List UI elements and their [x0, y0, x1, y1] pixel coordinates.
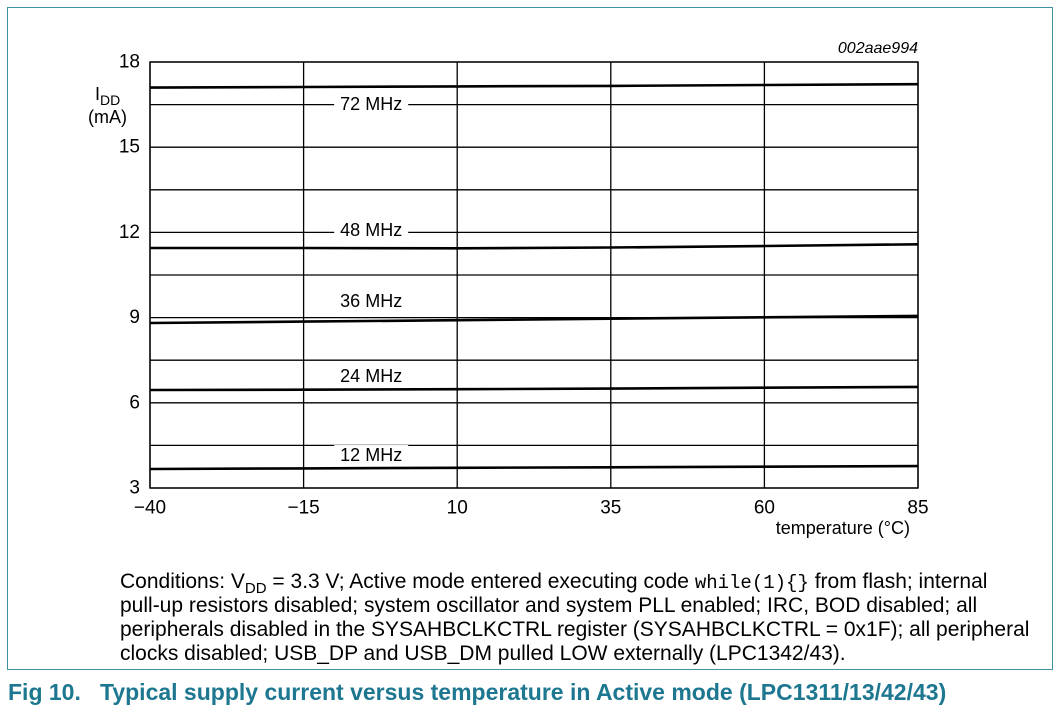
supply-current-chart: 002aae994 IDD (mA) temperature (°C) 3 6 9 1…	[88, 40, 929, 538]
figure-caption: Fig 10. Typical supply current versus tem…	[8, 678, 946, 706]
series-label-group: 12 MHz	[334, 445, 409, 466]
conditions-prefix: Conditions: V	[120, 570, 245, 593]
series-label-background	[334, 220, 409, 241]
y-tick-label: 12	[119, 222, 140, 243]
grid	[149, 61, 919, 489]
figure-number: Fig 10.	[8, 679, 81, 705]
vdd-subscript: DD	[244, 580, 267, 597]
series-lines	[149, 82, 919, 471]
series-label-group: 24 MHz	[334, 366, 409, 387]
y-tick-label: 15	[119, 137, 140, 158]
conditions-source-text: from flash; internal	[808, 570, 988, 593]
series-label-background	[334, 291, 409, 312]
series-label-72-mhz: 72 MHz	[340, 94, 402, 114]
y-tick-label: 3	[129, 478, 140, 499]
series-label-background	[334, 445, 409, 466]
conditions-line-1: Conditions: VDD = 3.3 V; Active mode ent…	[120, 570, 1029, 597]
figure-id: 002aae994	[838, 40, 918, 57]
figure-title: Typical supply current versus temperatur…	[100, 679, 947, 705]
y-tick-label: 6	[129, 392, 140, 413]
plot-frame	[149, 61, 919, 489]
series-line-36-mhz	[149, 314, 919, 325]
x-tick-label: 60	[754, 498, 775, 519]
y-axis-unit: (mA)	[88, 107, 127, 127]
tick-labels: 3 6 9 12 15 18 −40 −15 10 35 60 85	[119, 52, 929, 519]
series-line-48-mhz	[150, 243, 919, 250]
y-axis-symbol: I	[95, 84, 100, 104]
y-axis-label: IDD	[95, 84, 120, 108]
series-label-background	[334, 94, 409, 115]
x-tick-label: 10	[447, 498, 468, 519]
series-labels: 72 MHz 48 MHz 36 MHz 24 MHz 12 MHz	[334, 94, 409, 466]
figure-conditions: Conditions: VDD = 3.3 V; Active mode ent…	[120, 570, 1029, 666]
y-tick-label: 9	[129, 307, 140, 328]
conditions-supply-text: = 3.3 V; Active mode entered executing c…	[266, 570, 695, 593]
series-label-12-mhz: 12 MHz	[340, 445, 402, 465]
x-axis-label: temperature (°C)	[776, 518, 910, 538]
series-label-24-mhz: 24 MHz	[340, 366, 402, 386]
x-tick-label: −40	[134, 498, 166, 519]
series-label-group: 36 MHz	[334, 291, 409, 312]
code-snippet: while(1){}	[694, 572, 809, 594]
series-label-group: 72 MHz	[334, 94, 409, 115]
x-tick-label: 35	[600, 498, 621, 519]
series-label-36-mhz: 36 MHz	[340, 291, 402, 311]
series-line-72-mhz	[149, 82, 919, 89]
y-axis-subscript: DD	[100, 92, 120, 108]
y-tick-label: 18	[119, 52, 140, 73]
series-label-group: 48 MHz	[334, 220, 409, 241]
series-label-48-mhz: 48 MHz	[340, 220, 402, 240]
x-tick-label: 85	[907, 498, 928, 519]
conditions-line-4: clocks disabled; USB_DP and USB_DM pulle…	[120, 642, 846, 665]
conditions-line-3: peripherals disabled in the SYSAHBCLKCTR…	[120, 618, 1030, 641]
conditions-line-2: pull-up resistors disabled; system oscil…	[120, 594, 978, 617]
series-line-24-mhz	[149, 385, 919, 392]
x-tick-label: −15	[287, 498, 319, 519]
figure-frame	[7, 7, 1053, 670]
series-label-background	[334, 366, 409, 387]
series-line-12-mhz	[149, 464, 919, 471]
